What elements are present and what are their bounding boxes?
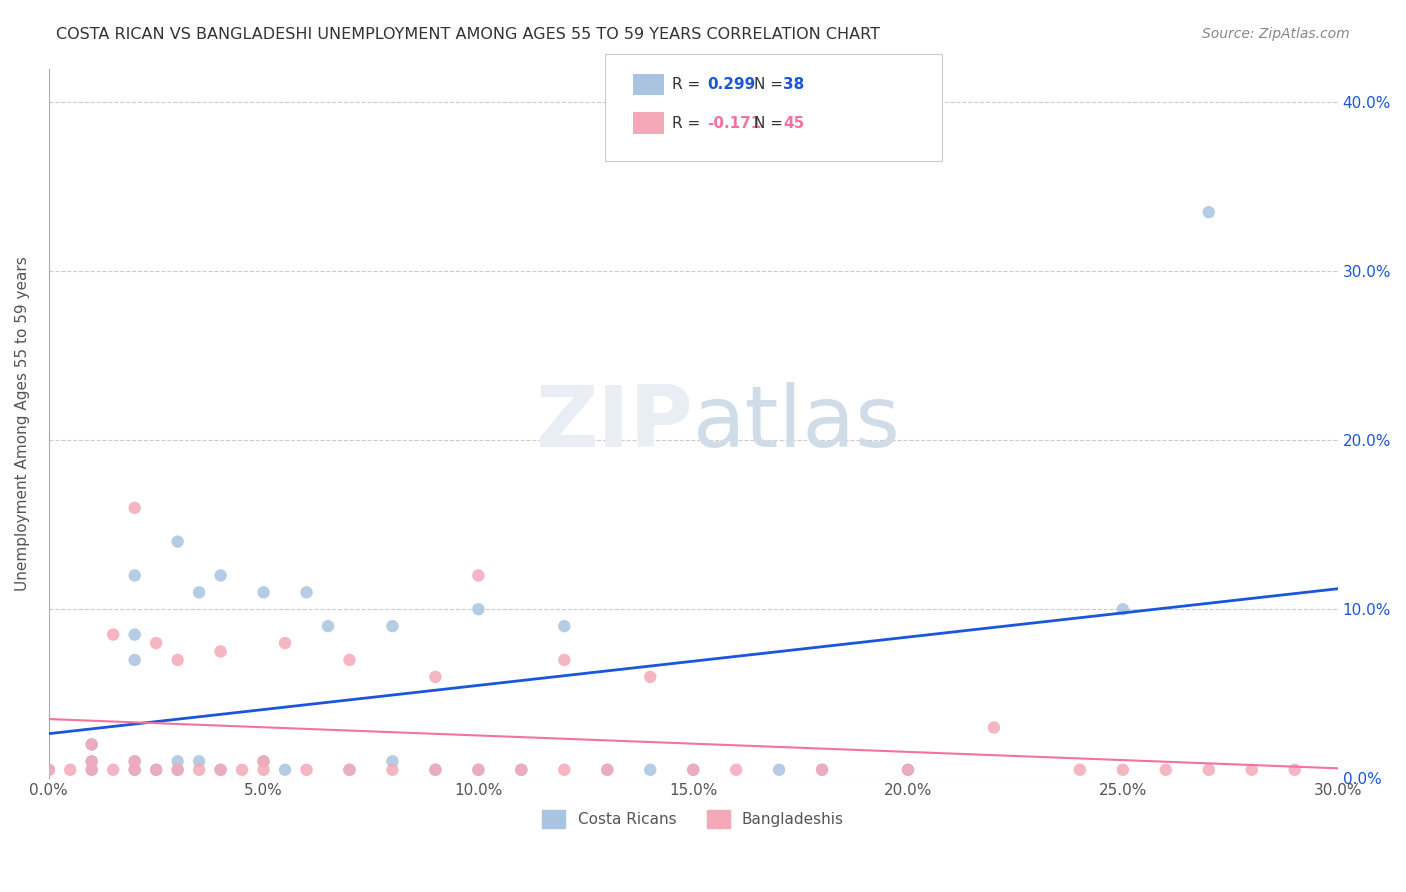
Point bbox=[124, 500, 146, 515]
Point bbox=[188, 585, 211, 599]
Point bbox=[1240, 763, 1263, 777]
Point bbox=[166, 534, 188, 549]
Point bbox=[339, 653, 361, 667]
Point bbox=[316, 619, 339, 633]
Point bbox=[510, 763, 533, 777]
Point bbox=[80, 738, 103, 752]
Point bbox=[188, 763, 211, 777]
Point bbox=[1069, 763, 1091, 777]
Point bbox=[209, 568, 232, 582]
Legend: Costa Ricans, Bangladeshis: Costa Ricans, Bangladeshis bbox=[536, 804, 851, 834]
Point bbox=[295, 585, 318, 599]
Text: R =: R = bbox=[672, 116, 706, 130]
Point bbox=[252, 755, 274, 769]
Point bbox=[252, 763, 274, 777]
Point bbox=[124, 763, 146, 777]
Point bbox=[209, 763, 232, 777]
Point bbox=[425, 763, 447, 777]
Point bbox=[381, 763, 404, 777]
Text: atlas: atlas bbox=[693, 382, 901, 465]
Text: N =: N = bbox=[754, 78, 787, 92]
Point bbox=[145, 763, 167, 777]
Point bbox=[339, 763, 361, 777]
Point bbox=[1198, 205, 1220, 219]
Point bbox=[1112, 763, 1135, 777]
Point bbox=[682, 763, 704, 777]
Text: COSTA RICAN VS BANGLADESHI UNEMPLOYMENT AMONG AGES 55 TO 59 YEARS CORRELATION CH: COSTA RICAN VS BANGLADESHI UNEMPLOYMENT … bbox=[56, 27, 880, 42]
Point bbox=[467, 602, 489, 616]
Point bbox=[638, 670, 661, 684]
Point bbox=[295, 763, 318, 777]
Point bbox=[124, 653, 146, 667]
Point bbox=[209, 644, 232, 658]
Point bbox=[124, 568, 146, 582]
Point bbox=[510, 763, 533, 777]
Y-axis label: Unemployment Among Ages 55 to 59 years: Unemployment Among Ages 55 to 59 years bbox=[15, 256, 30, 591]
Point bbox=[811, 763, 834, 777]
Point bbox=[983, 721, 1005, 735]
Text: -0.171: -0.171 bbox=[707, 116, 762, 130]
Point bbox=[59, 763, 82, 777]
Text: 0.299: 0.299 bbox=[707, 78, 755, 92]
Text: 38: 38 bbox=[783, 78, 804, 92]
Point bbox=[124, 627, 146, 641]
Point bbox=[1284, 763, 1306, 777]
Point bbox=[209, 763, 232, 777]
Point bbox=[897, 763, 920, 777]
Point bbox=[274, 636, 297, 650]
Point bbox=[80, 763, 103, 777]
Point bbox=[553, 619, 575, 633]
Point bbox=[1198, 763, 1220, 777]
Text: Source: ZipAtlas.com: Source: ZipAtlas.com bbox=[1202, 27, 1350, 41]
Point bbox=[553, 763, 575, 777]
Point bbox=[553, 653, 575, 667]
Point bbox=[38, 763, 60, 777]
Point bbox=[1154, 763, 1177, 777]
Point bbox=[80, 738, 103, 752]
Point bbox=[166, 755, 188, 769]
Point bbox=[124, 755, 146, 769]
Point bbox=[166, 653, 188, 667]
Point bbox=[103, 763, 125, 777]
Point bbox=[725, 763, 748, 777]
Point bbox=[425, 670, 447, 684]
Point bbox=[811, 763, 834, 777]
Point bbox=[252, 755, 274, 769]
Text: R =: R = bbox=[672, 78, 706, 92]
Point bbox=[682, 763, 704, 777]
Point bbox=[188, 755, 211, 769]
Point bbox=[145, 636, 167, 650]
Point bbox=[467, 763, 489, 777]
Point bbox=[103, 627, 125, 641]
Point bbox=[145, 763, 167, 777]
Point bbox=[231, 763, 253, 777]
Point bbox=[274, 763, 297, 777]
Text: N =: N = bbox=[754, 116, 787, 130]
Point bbox=[166, 763, 188, 777]
Point bbox=[638, 763, 661, 777]
Point bbox=[596, 763, 619, 777]
Point bbox=[80, 763, 103, 777]
Point bbox=[467, 568, 489, 582]
Point bbox=[381, 755, 404, 769]
Point bbox=[80, 755, 103, 769]
Point bbox=[467, 763, 489, 777]
Point bbox=[80, 755, 103, 769]
Point bbox=[1112, 602, 1135, 616]
Point bbox=[381, 619, 404, 633]
Text: ZIP: ZIP bbox=[536, 382, 693, 465]
Point bbox=[596, 763, 619, 777]
Point bbox=[897, 763, 920, 777]
Point bbox=[124, 763, 146, 777]
Point bbox=[339, 763, 361, 777]
Point bbox=[166, 763, 188, 777]
Point bbox=[124, 755, 146, 769]
Point bbox=[252, 585, 274, 599]
Point bbox=[768, 763, 790, 777]
Point bbox=[425, 763, 447, 777]
Point bbox=[38, 763, 60, 777]
Text: 45: 45 bbox=[783, 116, 804, 130]
